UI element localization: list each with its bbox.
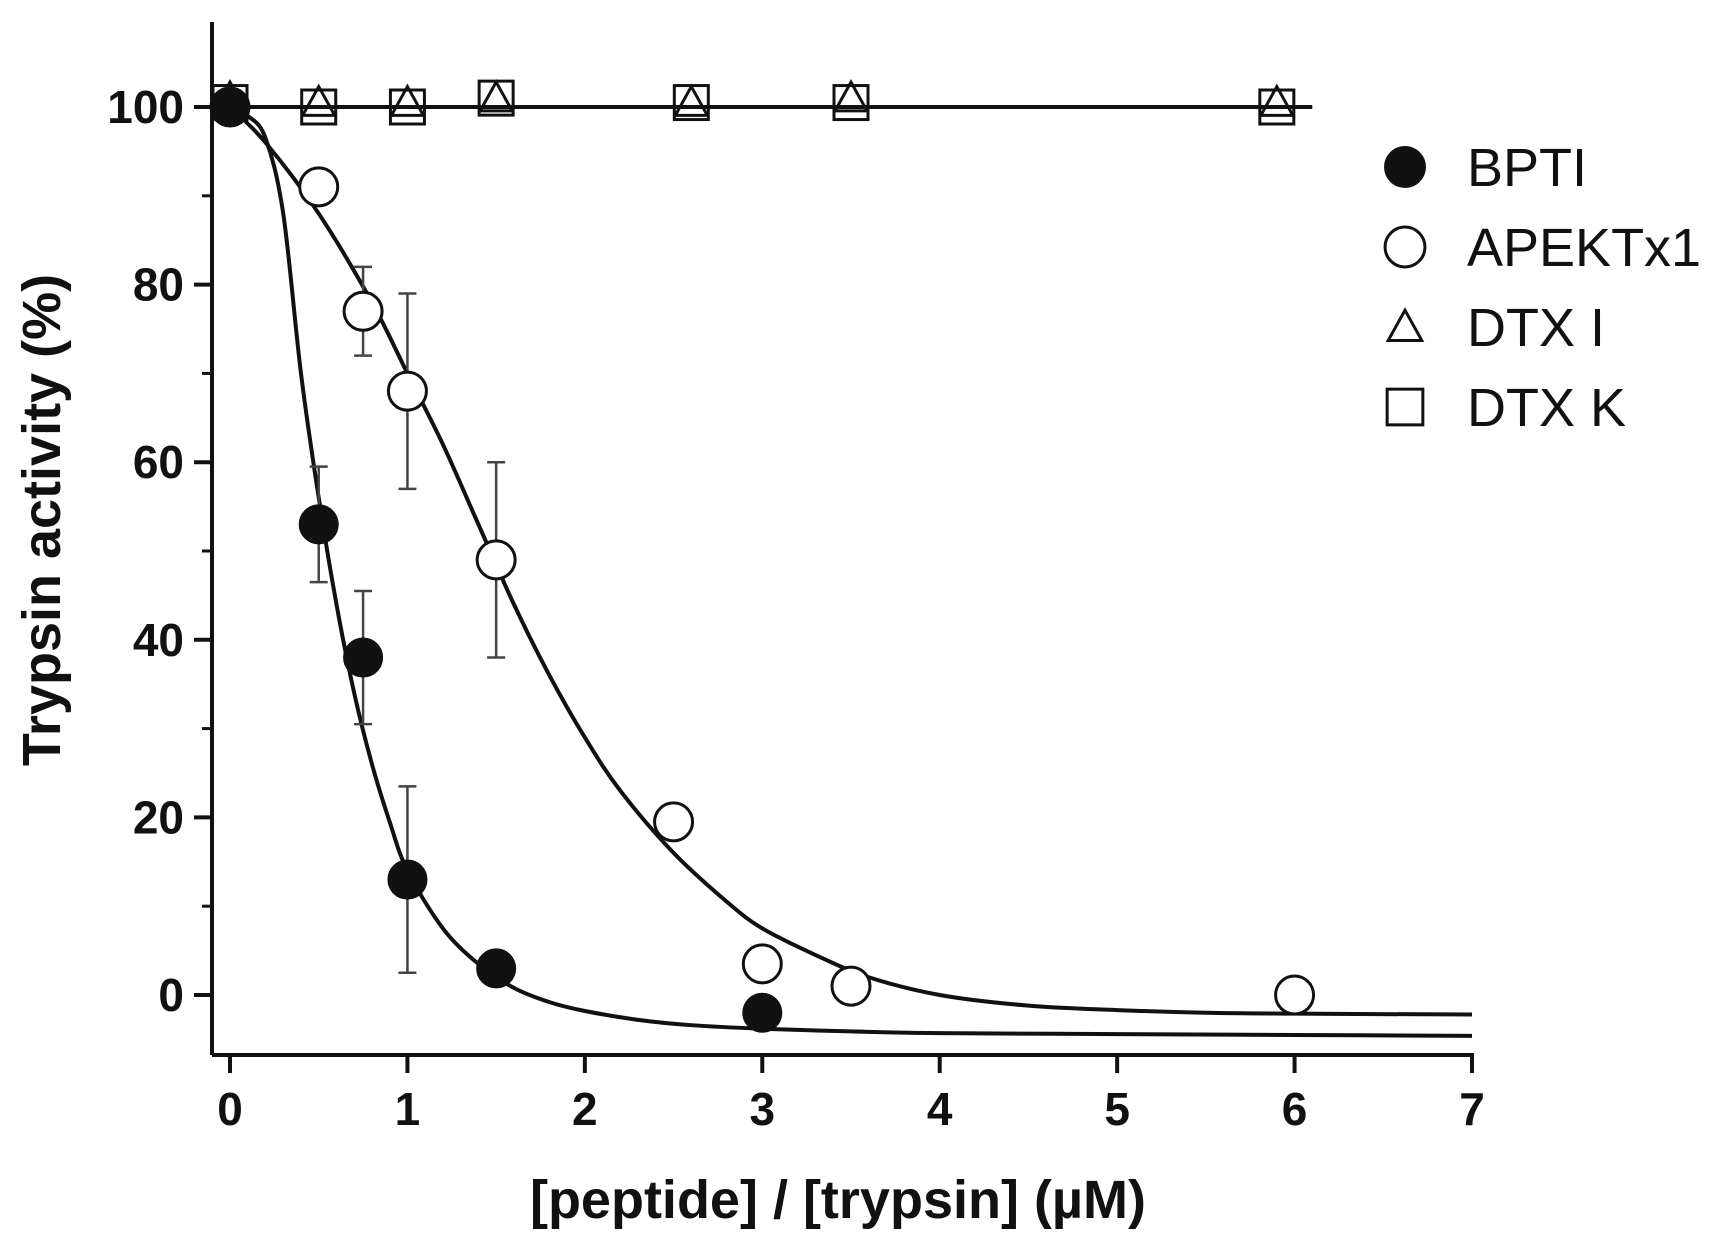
point-apektx1 — [342, 290, 384, 332]
y-tick-label: 80 — [133, 259, 184, 311]
point-dtx-i — [672, 83, 710, 117]
point-apektx1 — [653, 801, 695, 843]
error-bars — [309, 265, 772, 979]
legend-label-bpti: BPTI — [1467, 138, 1587, 198]
legend-marker-dtx-i — [1385, 307, 1425, 342]
legend-marker-dtx-k — [1385, 387, 1425, 427]
legend: BPTI APEKTx1 DTX I DTX K — [1383, 138, 1701, 438]
y-tick-label: 100 — [107, 81, 184, 133]
x-tick-label: 5 — [1104, 1083, 1130, 1135]
point-dtx-i — [477, 79, 515, 113]
y-tick-label: 60 — [133, 436, 184, 488]
y-tick-label: 20 — [133, 791, 184, 843]
y-tick-label: 40 — [133, 614, 184, 666]
legend-label-apektx1: APEKTx1 — [1467, 218, 1701, 278]
point-dtx-k — [1258, 88, 1296, 126]
point-bpti — [343, 637, 384, 678]
point-dtx-i — [388, 83, 426, 117]
point-bpti — [742, 992, 783, 1033]
y-axis-title: Trypsin activity (%) — [12, 274, 72, 766]
point-apektx1 — [386, 370, 428, 412]
point-apektx1 — [475, 539, 517, 581]
point-apektx1 — [1274, 974, 1316, 1016]
point-dtx-i — [1258, 83, 1296, 117]
point-bpti — [387, 859, 428, 900]
point-bpti — [476, 948, 517, 989]
point-dtx-i — [832, 79, 870, 113]
point-dtx-k — [832, 84, 870, 122]
x-tick-label: 6 — [1282, 1083, 1308, 1135]
x-axis-title: [peptide] / [trypsin] (µM) — [530, 1170, 1146, 1230]
x-tick-label: 2 — [572, 1083, 598, 1135]
x-tick-label: 3 — [749, 1083, 775, 1135]
x-tick-label: 0 — [217, 1083, 243, 1135]
legend-label-dtx-i: DTX I — [1467, 298, 1605, 358]
legend-marker-apektx1 — [1383, 225, 1427, 269]
x-tick-label: 4 — [927, 1083, 953, 1135]
point-bpti — [298, 504, 339, 545]
point-dtx-k — [388, 88, 426, 126]
fit-curve-apektx1 — [228, 105, 1473, 1017]
point-dtx-k — [300, 88, 338, 126]
x-tick-label: 7 — [1459, 1083, 1485, 1135]
point-dtx-i — [300, 83, 338, 117]
axes: 0 1 2 3 4 5 6 7 0 20 40 60 80 100 — [107, 22, 1485, 1135]
data-points — [209, 79, 1316, 1033]
legend-label-dtx-k: DTX K — [1467, 378, 1626, 438]
point-bpti — [210, 87, 250, 127]
fit-curves — [228, 104, 1473, 1038]
point-apektx1 — [830, 965, 872, 1007]
point-apektx1 — [741, 943, 783, 985]
legend-marker-bpti — [1384, 146, 1426, 188]
y-tick-label: 0 — [158, 969, 184, 1021]
x-tick-label: 1 — [395, 1083, 421, 1135]
fit-curve-bpti — [229, 105, 1473, 1038]
point-apektx1 — [298, 166, 340, 208]
